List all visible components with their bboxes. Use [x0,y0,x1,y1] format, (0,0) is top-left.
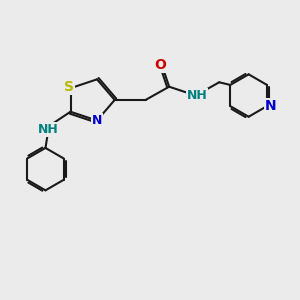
Text: NH: NH [187,89,208,102]
Text: S: S [64,80,74,94]
Text: N: N [92,114,102,127]
Text: NH: NH [38,123,59,136]
Text: N: N [265,99,276,113]
Text: O: O [154,58,166,72]
